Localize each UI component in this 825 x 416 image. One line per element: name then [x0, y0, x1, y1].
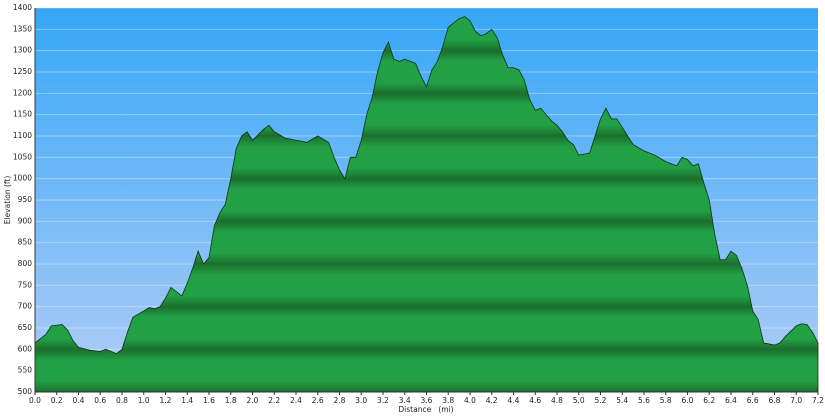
x-tick-label: 4.4 [508, 396, 520, 405]
elevation-area [34, 16, 819, 393]
x-tick-label: 1.8 [225, 396, 237, 405]
x-tick-label: 0.8 [116, 396, 128, 405]
y-tick-label: 500 [18, 387, 33, 396]
y-tick-label: 1000 [13, 174, 32, 183]
y-tick-label: 650 [18, 323, 33, 332]
y-tick-label: 1050 [13, 152, 32, 161]
x-tick-label: 6.4 [725, 396, 737, 405]
x-tick-label: 3.4 [399, 396, 411, 405]
x-tick-label: 3.6 [421, 396, 433, 405]
y-tick-label: 1100 [13, 131, 32, 140]
x-tick-label: 5.4 [616, 396, 628, 405]
x-tick-label: 1.4 [181, 396, 193, 405]
x-axis-label: Distance (mi) [398, 405, 453, 414]
x-tick-label: 5.0 [573, 396, 585, 405]
y-tick-label: 1250 [13, 67, 32, 76]
y-tick-label: 850 [18, 238, 33, 247]
x-tick-label: 2.8 [334, 396, 346, 405]
x-tick-label: 1.6 [203, 396, 215, 405]
y-tick-label: 550 [18, 366, 33, 375]
y-tick-label: 1150 [13, 110, 32, 119]
y-tick-label: 800 [18, 259, 33, 268]
x-tick-label: 6.8 [769, 396, 781, 405]
x-tick-label: 4.2 [486, 396, 498, 405]
x-tick-label: 2.2 [268, 396, 280, 405]
x-tick-label: 2.6 [312, 396, 324, 405]
y-tick-label: 1350 [13, 24, 32, 33]
x-tick-label: 0.6 [94, 396, 106, 405]
x-tick-label: 1.2 [160, 396, 172, 405]
x-tick-label: 7.2 [812, 396, 824, 405]
y-tick-label: 900 [18, 216, 33, 225]
x-tick-label: 0.0 [29, 396, 41, 405]
x-tick-label: 3.2 [377, 396, 389, 405]
x-tick-label: 5.6 [638, 396, 650, 405]
x-tick-label: 5.2 [595, 396, 607, 405]
x-tick-label: 6.0 [682, 396, 694, 405]
y-tick-label: 750 [18, 280, 33, 289]
x-tick-label: 4.0 [464, 396, 476, 405]
x-tick-label: 5.8 [660, 396, 672, 405]
x-tick-label: 4.8 [551, 396, 563, 405]
y-tick-label: 1200 [13, 88, 32, 97]
x-tick-label: 7.0 [790, 396, 802, 405]
x-tick-label: 6.2 [703, 396, 715, 405]
x-tick-label: 1.0 [138, 396, 150, 405]
x-tick-label: 6.6 [747, 396, 759, 405]
x-tick-label: 0.2 [51, 396, 63, 405]
x-tick-label: 4.6 [529, 396, 541, 405]
y-tick-label: 700 [18, 302, 33, 311]
y-tick-label: 1300 [13, 46, 32, 55]
x-tick-label: 2.4 [290, 396, 302, 405]
x-tick-label: 3.0 [355, 396, 367, 405]
x-tick-label: 2.0 [247, 396, 259, 405]
x-tick-label: 0.4 [73, 396, 85, 405]
y-tick-label: 950 [18, 195, 33, 204]
y-tick-label: 1400 [13, 3, 32, 12]
y-axis-label: Elevation (ft) [3, 176, 12, 225]
x-tick-label: 3.8 [442, 396, 454, 405]
y-tick-label: 600 [18, 344, 33, 353]
